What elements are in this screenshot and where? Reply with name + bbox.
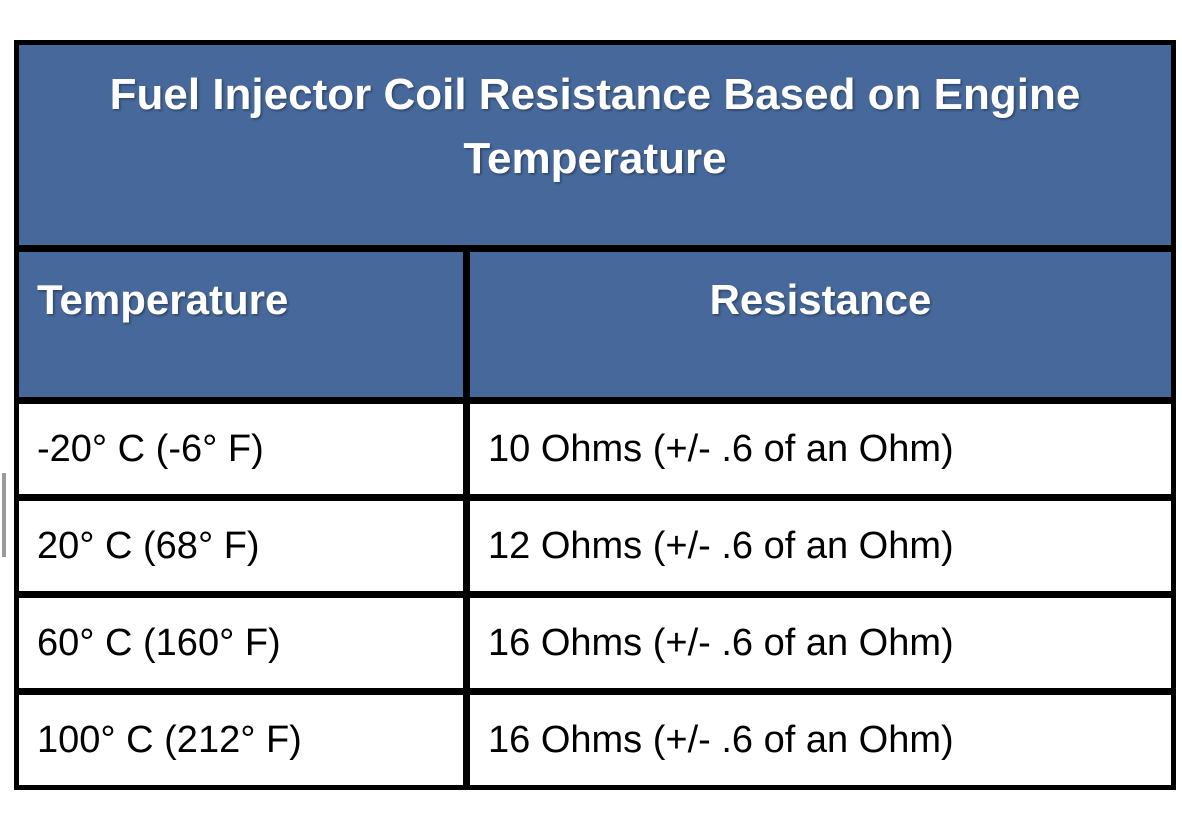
resistance-table: Fuel Injector Coil Resistance Based on E… xyxy=(14,40,1176,790)
column-header-resistance: Resistance xyxy=(470,252,1171,397)
temperature-cell: -20° C (-6° F) xyxy=(19,404,463,494)
temperature-cell: 60° C (160° F) xyxy=(19,598,463,688)
column-header-temperature: Temperature xyxy=(19,252,463,397)
temperature-cell: 100° C (212° F) xyxy=(19,695,463,785)
resistance-cell: 16 Ohms (+/- .6 of an Ohm) xyxy=(470,598,1171,688)
text-cursor-artifact xyxy=(2,473,6,557)
resistance-cell: 12 Ohms (+/- .6 of an Ohm) xyxy=(470,501,1171,591)
resistance-cell: 16 Ohms (+/- .6 of an Ohm) xyxy=(470,695,1171,785)
resistance-cell: 10 Ohms (+/- .6 of an Ohm) xyxy=(470,404,1171,494)
table-title: Fuel Injector Coil Resistance Based on E… xyxy=(19,45,1171,245)
temperature-cell: 20° C (68° F) xyxy=(19,501,463,591)
